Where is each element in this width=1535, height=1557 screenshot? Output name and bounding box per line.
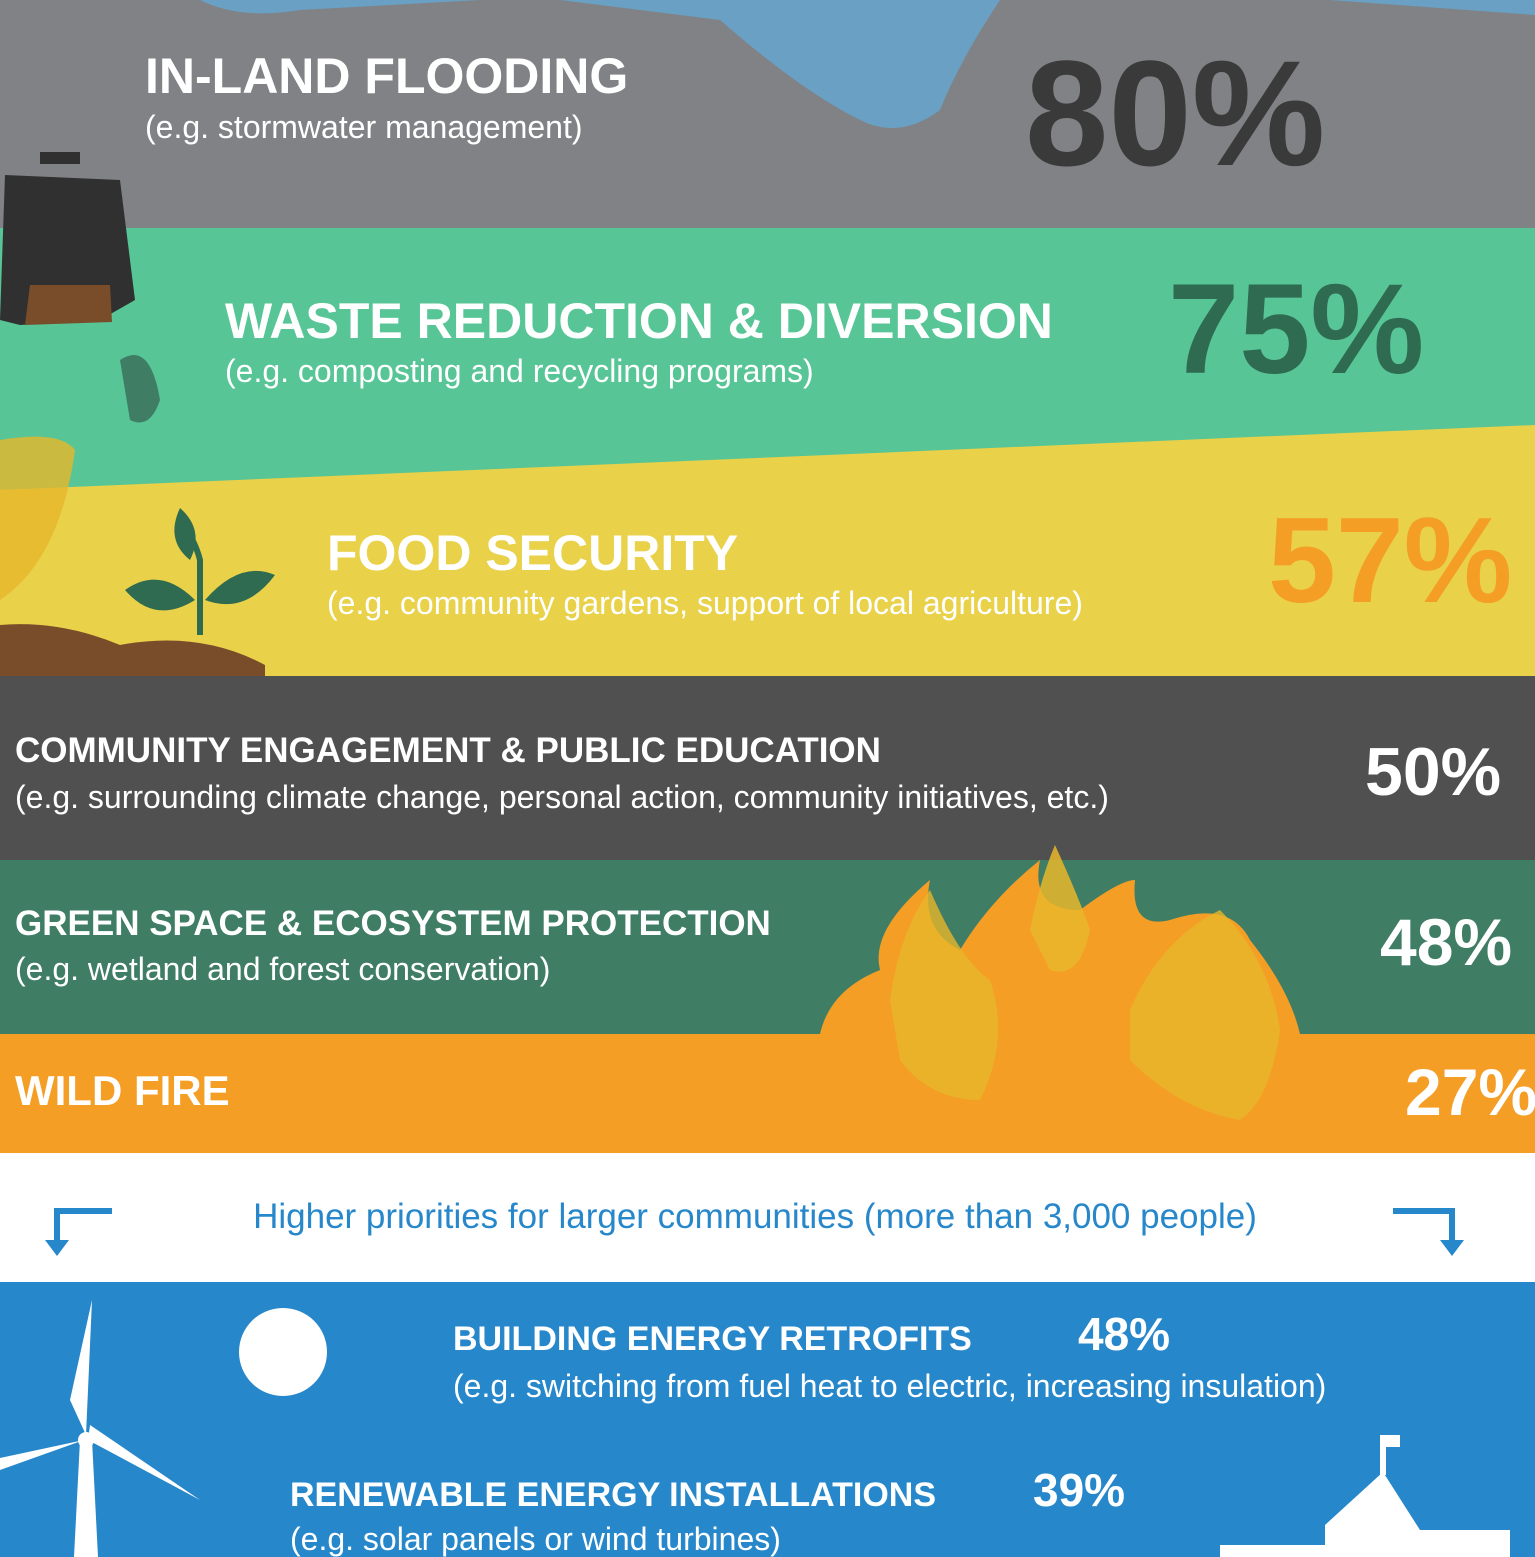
section-subtitle: (e.g. surrounding climate change, person… xyxy=(15,779,1109,815)
section-subtitle: (e.g. community gardens, support of loca… xyxy=(327,585,1083,621)
section-title: WASTE REDUCTION & DIVERSION xyxy=(225,293,1053,349)
divider-band xyxy=(0,1153,1535,1282)
section-title: GREEN SPACE & ECOSYSTEM PROTECTION xyxy=(15,904,771,943)
item-subtitle: (e.g. switching from fuel heat to electr… xyxy=(453,1368,1326,1404)
section-percent: 48% xyxy=(1380,905,1512,979)
arrow-head xyxy=(1440,1240,1464,1256)
arrow-head xyxy=(45,1240,69,1256)
section-subtitle: (e.g. wetland and forest conservation) xyxy=(15,951,550,987)
divider-text: Higher priorities for larger communities… xyxy=(253,1197,1257,1236)
band-wild-fire xyxy=(0,1034,1535,1153)
item-title: BUILDING ENERGY RETROFITS xyxy=(453,1320,972,1358)
section-subtitle: (e.g. composting and recycling programs) xyxy=(225,353,814,389)
section-percent: 27% xyxy=(1405,1055,1535,1129)
flame xyxy=(1130,910,1280,1120)
arrow xyxy=(54,1208,112,1245)
apple-core xyxy=(120,355,160,423)
flame xyxy=(1030,845,1090,972)
peel xyxy=(0,436,75,600)
band-engagement xyxy=(0,676,1535,860)
water xyxy=(560,0,1000,128)
water xyxy=(1330,0,1535,15)
section-percent: 50% xyxy=(1365,734,1501,810)
soil xyxy=(0,624,265,676)
section-title: WILD FIRE xyxy=(15,1067,230,1114)
section-title: IN-LAND FLOODING xyxy=(145,48,628,104)
arrow xyxy=(1393,1208,1455,1245)
item-title: RENEWABLE ENERGY INSTALLATIONS xyxy=(290,1476,936,1514)
section-percent: 57% xyxy=(1268,492,1512,628)
leaf xyxy=(174,508,196,560)
section-percent: 80% xyxy=(1025,29,1325,197)
leaf xyxy=(205,570,275,605)
section-subtitle: (e.g. stormwater management) xyxy=(145,109,583,145)
compost xyxy=(25,285,112,325)
item-percent: 39% xyxy=(1033,1464,1125,1516)
bin-handle xyxy=(40,152,80,164)
item-subtitle: (e.g. solar panels or wind turbines) xyxy=(290,1521,781,1557)
band-green-space xyxy=(0,860,1535,1034)
band-waste xyxy=(0,228,1535,490)
item-percent: 48% xyxy=(1078,1308,1170,1360)
section-title: COMMUNITY ENGAGEMENT & PUBLIC EDUCATION xyxy=(15,731,881,770)
flame xyxy=(890,890,998,1100)
sun xyxy=(239,1308,327,1396)
wind-turbine xyxy=(0,1300,200,1557)
section-title: FOOD SECURITY xyxy=(327,525,738,581)
water xyxy=(200,0,480,14)
building xyxy=(1220,1435,1510,1557)
leaf xyxy=(125,579,195,611)
section-percent: 75% xyxy=(1168,258,1424,401)
band-food xyxy=(0,425,1535,676)
